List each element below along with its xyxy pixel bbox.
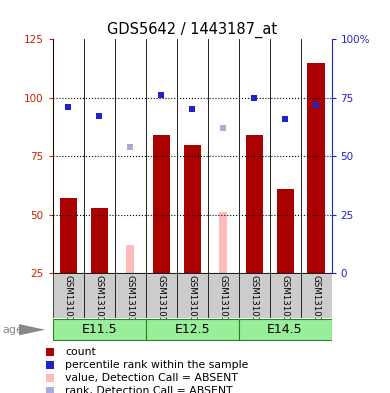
Text: GSM1310177: GSM1310177 bbox=[188, 275, 197, 333]
Bar bbox=[239, 320, 332, 340]
Text: rank, Detection Call = ABSENT: rank, Detection Call = ABSENT bbox=[65, 386, 232, 393]
Bar bbox=[301, 273, 332, 318]
Text: GSM1310178: GSM1310178 bbox=[280, 275, 289, 333]
Bar bbox=[177, 273, 207, 318]
Bar bbox=[184, 145, 200, 273]
Bar bbox=[115, 273, 145, 318]
Text: count: count bbox=[65, 347, 96, 357]
Text: GSM1310173: GSM1310173 bbox=[64, 275, 73, 333]
Text: E11.5: E11.5 bbox=[81, 323, 117, 336]
Text: value, Detection Call = ABSENT: value, Detection Call = ABSENT bbox=[65, 373, 238, 383]
Text: E14.5: E14.5 bbox=[267, 323, 303, 336]
Bar bbox=[239, 273, 269, 318]
Text: GSM1310180: GSM1310180 bbox=[218, 275, 227, 333]
Bar bbox=[83, 273, 115, 318]
Text: age: age bbox=[2, 325, 23, 335]
Text: GSM1310179: GSM1310179 bbox=[126, 275, 135, 333]
Bar bbox=[60, 198, 77, 273]
Bar bbox=[90, 208, 108, 273]
Bar bbox=[246, 135, 262, 273]
Polygon shape bbox=[19, 324, 45, 335]
Bar bbox=[207, 273, 239, 318]
Text: percentile rank within the sample: percentile rank within the sample bbox=[65, 360, 248, 370]
Bar bbox=[126, 245, 135, 273]
Bar bbox=[219, 212, 227, 273]
Bar bbox=[152, 135, 170, 273]
Bar bbox=[269, 273, 301, 318]
Bar bbox=[307, 63, 324, 273]
Text: GSM1310175: GSM1310175 bbox=[250, 275, 259, 333]
Bar bbox=[53, 273, 83, 318]
Text: E12.5: E12.5 bbox=[174, 323, 210, 336]
Text: GSM1310174: GSM1310174 bbox=[157, 275, 166, 333]
Bar bbox=[277, 189, 294, 273]
Text: GSM1310176: GSM1310176 bbox=[95, 275, 104, 333]
Text: GSM1310181: GSM1310181 bbox=[312, 275, 321, 333]
Bar bbox=[53, 320, 145, 340]
Title: GDS5642 / 1443187_at: GDS5642 / 1443187_at bbox=[107, 22, 277, 38]
Bar bbox=[145, 273, 177, 318]
Bar bbox=[145, 320, 239, 340]
